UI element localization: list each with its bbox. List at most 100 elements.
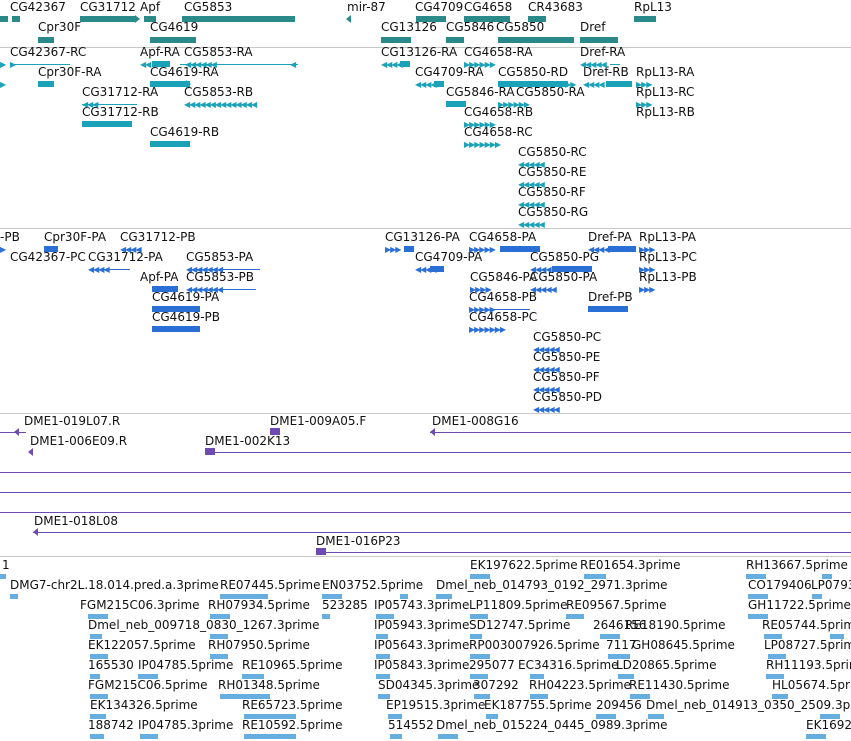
feature-label-cg4619-pb[interactable]: CG4619-PB (152, 310, 221, 324)
feature-label-cg5853-rb[interactable]: CG5853-RB (184, 85, 254, 99)
feature-label-cg4658-rb[interactable]: CG4658-RB (464, 105, 534, 119)
feature-glyph[interactable] (152, 306, 200, 312)
est-glyph[interactable] (772, 694, 788, 699)
feature-label-dmel-neb-014793-0192-2971-3prime[interactable]: Dmel_neb_014793_0192_2971.3prime (436, 578, 668, 592)
gene-glyph[interactable] (528, 16, 546, 22)
est-glyph[interactable] (436, 594, 452, 599)
feature-label-dref-rb[interactable]: Dref-RB (583, 65, 629, 79)
feature-label-gh08645-5prime[interactable]: GH08645.5prime (632, 638, 735, 652)
est-glyph[interactable] (822, 574, 832, 579)
est-glyph[interactable] (830, 634, 844, 639)
feature-label-re07445-5prime[interactable]: RE07445.5prime (220, 578, 321, 592)
feature-label-ld20865-5prime[interactable]: LD20865.5prime (616, 658, 717, 672)
feature-label-cg4619[interactable]: CG4619 (150, 20, 199, 34)
feature-label-cg4658-rc[interactable]: CG4658-RC (464, 125, 533, 139)
feature-label-re11430-5prime[interactable]: RE11430.5prime (629, 678, 730, 692)
feature-label-523285[interactable]: 523285 (322, 598, 368, 612)
feature-label-cg5850-pc[interactable]: CG5850-PC (533, 330, 602, 344)
feature-label-cg4619-pa[interactable]: CG4619-PA (152, 290, 220, 304)
est-glyph[interactable] (530, 694, 548, 699)
feature-label-cg5853-ra[interactable]: CG5853-RA (184, 45, 253, 59)
feature-glyph[interactable] (608, 246, 636, 252)
est-glyph[interactable] (618, 674, 634, 679)
est-glyph[interactable] (746, 574, 766, 579)
feature-glyph[interactable] (150, 141, 190, 147)
feature-label-rh07934-5prime[interactable]: RH07934.5prime (208, 598, 310, 612)
feature-label-cg5853-pa[interactable]: CG5853-PA (186, 250, 254, 264)
gene-glyph[interactable] (580, 37, 618, 43)
gene-glyph[interactable] (381, 37, 411, 43)
feature-label-ek134326-5prime[interactable]: EK134326.5prime (90, 698, 198, 712)
est-glyph[interactable] (0, 574, 6, 579)
feature-label-ec34316-5prime[interactable]: EC34316.5prime (518, 658, 619, 672)
est-glyph[interactable] (820, 714, 840, 719)
feature-label-dref-pb[interactable]: Dref-PB (588, 290, 633, 304)
gene-glyph[interactable] (446, 37, 464, 43)
est-glyph[interactable] (322, 614, 330, 619)
feature-label-cg42367[interactable]: CG42367 (10, 0, 66, 14)
est-glyph[interactable] (530, 674, 544, 679)
est-glyph[interactable] (470, 614, 488, 619)
gene-glyph[interactable] (634, 16, 656, 22)
est-glyph[interactable] (768, 654, 786, 659)
est-glyph[interactable] (376, 614, 394, 619)
gene-glyph[interactable] (144, 16, 156, 22)
est-glyph[interactable] (244, 714, 296, 719)
feature-glyph[interactable] (152, 326, 200, 332)
feature-label-cg13126-pa[interactable]: CG13126-PA (385, 230, 460, 244)
feature-label-apf[interactable]: Apf (140, 0, 161, 14)
feature-label-re18190-5prime[interactable]: RE18190.5prime (625, 618, 726, 632)
feature-label-gh11722-5prime[interactable]: GH11722.5prime (748, 598, 851, 612)
feature-label-en03752-5prime[interactable]: EN03752.5prime (322, 578, 424, 592)
est-glyph[interactable] (470, 574, 490, 579)
est-glyph[interactable] (388, 714, 402, 719)
feature-label-rpl13-pa[interactable]: RpL13-PA (639, 230, 696, 244)
feature-label-co179406[interactable]: CO179406 (748, 578, 812, 592)
feature-glyph[interactable] (434, 81, 444, 87)
feature-label-fgm215c06-5prime[interactable]: FGM215C06.5prime (88, 678, 208, 692)
feature-label-re05744-5prime[interactable]: RE05744.5prime (762, 618, 851, 632)
est-glyph[interactable] (474, 694, 490, 699)
feature-label-dme1-009a05-f[interactable]: DME1-009A05.F (270, 414, 367, 428)
est-glyph[interactable] (470, 674, 488, 679)
feature-label-mir-87[interactable]: mir-87 (347, 0, 386, 14)
est-glyph[interactable] (806, 734, 826, 739)
feature-label-rpl13-pc[interactable]: RpL13-PC (639, 250, 697, 264)
feature-label-cg4658-pa[interactable]: CG4658-PA (469, 230, 537, 244)
gene-glyph[interactable] (182, 16, 295, 22)
est-glyph[interactable] (748, 594, 768, 599)
est-glyph[interactable] (378, 694, 390, 699)
est-glyph[interactable] (90, 694, 108, 699)
feature-label-cg31712-rb[interactable]: CG31712-RB (82, 105, 159, 119)
feature-label-cg5850-rg[interactable]: CG5850-RG (518, 205, 589, 219)
est-glyph[interactable] (600, 634, 620, 639)
feature-label-514552[interactable]: 514552 (388, 718, 434, 732)
feature-label-cg5853[interactable]: CG5853 (184, 0, 233, 14)
feature-label-ek1692[interactable]: EK1692 (806, 718, 851, 732)
feature-label-cg5850-re[interactable]: CG5850-RE (518, 165, 587, 179)
feature-label-re09567-5prime[interactable]: RE09567.5prime (566, 598, 667, 612)
est-glyph[interactable] (220, 694, 270, 699)
feature-label-7117[interactable]: 7117 (606, 638, 637, 652)
feature-label-307292[interactable]: 307292 (473, 678, 519, 692)
feature-label-ip04785-5prime[interactable]: IP04785.5prime (138, 658, 234, 672)
feature-label-dme1-006e09-r[interactable]: DME1-006E09.R (30, 434, 128, 448)
gene-glyph[interactable] (12, 16, 20, 22)
feature-glyph[interactable] (152, 61, 170, 67)
gene-glyph[interactable] (464, 16, 510, 22)
est-glyph[interactable] (90, 734, 104, 739)
est-glyph[interactable] (630, 694, 650, 699)
est-glyph[interactable] (242, 674, 264, 679)
est-glyph[interactable] (748, 614, 768, 619)
est-glyph[interactable] (138, 674, 158, 679)
est-glyph[interactable] (90, 654, 108, 659)
feature-label-cg4658-ra[interactable]: CG4658-RA (464, 45, 533, 59)
feature-label-lp11809-5prime[interactable]: LP11809.5prime (469, 598, 568, 612)
est-glyph[interactable] (596, 714, 616, 719)
feature-label-apf-ra[interactable]: Apf-RA (140, 45, 180, 59)
feature-glyph[interactable] (588, 306, 628, 312)
est-glyph[interactable] (210, 634, 228, 639)
feature-label-rh01348-5prime[interactable]: RH01348.5prime (218, 678, 320, 692)
feature-label-cg5850-rd[interactable]: CG5850-RD (498, 65, 569, 79)
feature-label-1[interactable]: 1 (2, 558, 10, 572)
